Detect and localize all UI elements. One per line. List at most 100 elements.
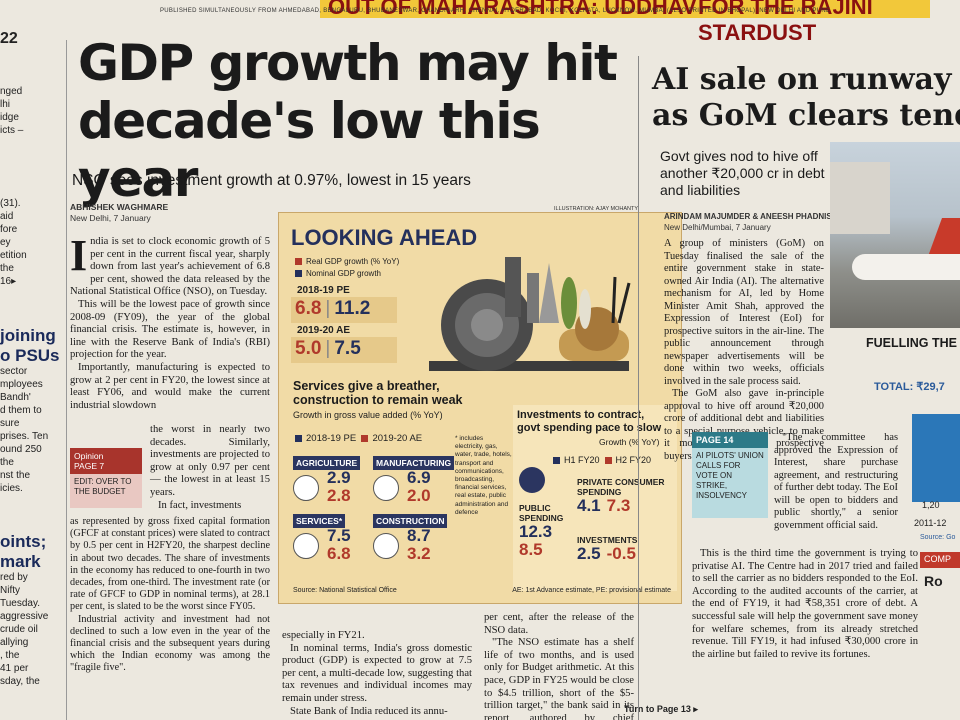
paragraph-3a: Importantly, manufacturing is expected t… xyxy=(70,361,270,411)
main-byline: ABHISHEK WAGHMARE xyxy=(70,202,169,212)
left-edge-line: etition xyxy=(0,250,27,261)
paragraph-5: as represented by gross fixed capital fo… xyxy=(70,516,271,613)
sector-value-ae: 2.8 xyxy=(327,486,351,505)
right-para-4: This is the third time the government is… xyxy=(692,548,918,660)
column-rule-right xyxy=(638,56,639,720)
sector-value-pe: 7.5 xyxy=(327,526,351,545)
ae-band xyxy=(291,337,397,363)
left-edge-line: ound 250 xyxy=(0,444,42,455)
illustration-credit: ILLUSTRATION: AJAY MOHANTY xyxy=(554,206,639,212)
left-edge-line: (31). xyxy=(0,198,21,209)
pe-band xyxy=(291,297,397,323)
right-body-top: A group of ministers (GoM) on Tuesday fi… xyxy=(664,238,824,463)
page14-head: PAGE 14 xyxy=(692,432,768,448)
opinion-head: Opinion PAGE 7 xyxy=(70,448,142,474)
left-edge-line: lhi xyxy=(0,99,11,110)
comp-tag: COMP xyxy=(920,552,960,568)
paragraph-3b: the worst in nearly two decades. Similar… xyxy=(150,424,270,498)
drop-cap: I xyxy=(70,231,88,280)
left-edge-line: sure xyxy=(0,418,20,429)
ae-values: 5.0 | 7.5 xyxy=(295,338,361,359)
main-subhead: NSO sees investment growth at 0.97%, low… xyxy=(72,172,471,189)
masthead-banner xyxy=(320,0,930,18)
sector-agriculture: AGRICULTURE 2.9 2.8 xyxy=(293,453,365,505)
infographic-title: LOOKING AHEAD xyxy=(291,225,478,250)
left-edge-line: Nifty xyxy=(0,585,20,596)
sector-values: 2.9 2.8 xyxy=(327,469,351,505)
fuelling-headline: FUELLING THE xyxy=(866,336,957,350)
sector-values: 8.7 3.2 xyxy=(407,527,431,563)
left-edge-line: aid xyxy=(0,211,14,222)
air-india-photo xyxy=(830,142,960,328)
left-edge-line: icies. xyxy=(0,483,23,494)
right-byline: ARINDAM MAJUMDER & ANEESH PHADNIS xyxy=(664,212,832,221)
left-edge-line: fore xyxy=(0,224,18,235)
left-edge-line: the xyxy=(0,263,14,274)
left-edge-line: Bandh' xyxy=(0,392,31,403)
right-para-3: "The committee has approved the Expressi… xyxy=(774,432,898,531)
left-edge-line: prises. Ten xyxy=(0,431,49,442)
page14-box[interactable]: PAGE 14 AI PILOTS' UNION CALLS FOR VOTE … xyxy=(692,432,768,522)
left-edge-line: red by xyxy=(0,572,28,583)
pe-year-label: 2018-19 PE xyxy=(297,285,350,296)
investment-panel: Investments to contract, govt spending p… xyxy=(513,405,677,591)
investments-block: INVESTMENTS 2.5 -0.5 xyxy=(577,535,638,563)
legend-nominal: Nominal GDP growth xyxy=(295,269,381,278)
right-headline-line-1: AI sale on runway xyxy=(652,62,952,97)
left-edge-line: oints; xyxy=(0,532,47,551)
col2-para-c: State Bank of India reduced its annu- xyxy=(290,705,448,717)
left-edge-line: nged xyxy=(0,86,23,97)
fuelling-source: Source: Go xyxy=(920,534,956,541)
left-edge-line: mark xyxy=(0,552,41,571)
services-title: Services give a breather, construction t… xyxy=(293,379,463,407)
comp-text: Ro xyxy=(924,573,943,589)
left-edge-line: ey xyxy=(0,237,11,248)
banner-right-headline: FOR THE RAJINI STARDUST xyxy=(698,0,873,45)
col3-para-a: per cent, after the release of the NSO d… xyxy=(484,612,634,636)
opinion-body: EDIT: OVER TO THE BUDGET xyxy=(70,474,142,508)
left-edge-column: 22 nged lhi idge icts – (31). aid fore ey etition… xyxy=(0,30,62,720)
left-edge-line: o PSUs xyxy=(0,346,60,365)
sector-value-pe: 8.7 xyxy=(407,526,431,545)
snail-illustration xyxy=(429,257,631,371)
left-edge-line: d them to xyxy=(0,405,42,416)
paragraph-1: ndia is set to clock economic growth of … xyxy=(70,236,270,298)
sector-values: 6.9 2.0 xyxy=(407,469,431,505)
col2-para-a: especially in FY21. xyxy=(282,630,365,641)
sector-legend: 2018-19 PE 2019-20 AE xyxy=(295,433,422,444)
main-headline: GDP growth may hit decade's low this yea… xyxy=(78,34,618,208)
investment-title: Investments to contract, govt spending p… xyxy=(517,409,662,434)
ae-year-label: 2019-20 AE xyxy=(297,325,350,336)
sector-manufacturing: MANUFACTURING 6.9 2.0 xyxy=(373,453,455,505)
sector-value-ae: 6.8 xyxy=(327,544,351,563)
left-edge-line: mployees xyxy=(0,379,43,390)
sector-value-ae: 2.0 xyxy=(407,486,431,505)
sector-values: 7.5 6.8 xyxy=(327,527,351,563)
right-headline-line-2: as GoM clears tender xyxy=(652,98,960,133)
sector-icon xyxy=(293,533,319,559)
swatch-nominal xyxy=(295,270,302,278)
sector-services: SERVICES* 7.5 6.8 xyxy=(293,511,365,563)
turn-to-page[interactable]: Turn to Page 13 ▸ xyxy=(624,704,698,714)
main-body-col1-mid: the worst in nearly two decades. Similar… xyxy=(150,424,270,512)
investment-growth-unit: Growth (% YoY) xyxy=(599,437,660,447)
masthead: OUT OF MAHARASHTRA: UDDHAV FOR THE RAJIN… xyxy=(70,0,960,45)
main-body-col1-bottom: as represented by gross fixed capital fo… xyxy=(70,516,270,675)
public-spending-block: PUBLIC SPENDING 12.3 8.5 xyxy=(519,503,564,559)
column-rule xyxy=(66,40,67,720)
right-dateline: New Delhi/Mumbai, 7 January xyxy=(664,223,771,232)
left-edge-line: crude oil xyxy=(0,624,38,635)
paragraph-4: In fact, investments xyxy=(158,499,242,511)
infographic-ae-note: AE: 1st Advance estimate, PE: provisiona… xyxy=(512,587,671,594)
right-body-mid: "The committee has approved the Expressi… xyxy=(774,432,898,532)
legend-real: Real GDP growth (% YoY) xyxy=(295,257,399,266)
sector-icon xyxy=(373,533,399,559)
infographic: LOOKING AHEAD Real GDP growth (% YoY) No… xyxy=(278,212,682,604)
sector-construction: CONSTRUCTION 8.7 3.2 xyxy=(373,511,448,563)
sector-value-pe: 2.9 xyxy=(327,468,351,487)
fuelling-axis-label: 2011-12 xyxy=(914,518,947,528)
opinion-box[interactable]: Opinion PAGE 7 EDIT: OVER TO THE BUDGET xyxy=(70,448,142,510)
